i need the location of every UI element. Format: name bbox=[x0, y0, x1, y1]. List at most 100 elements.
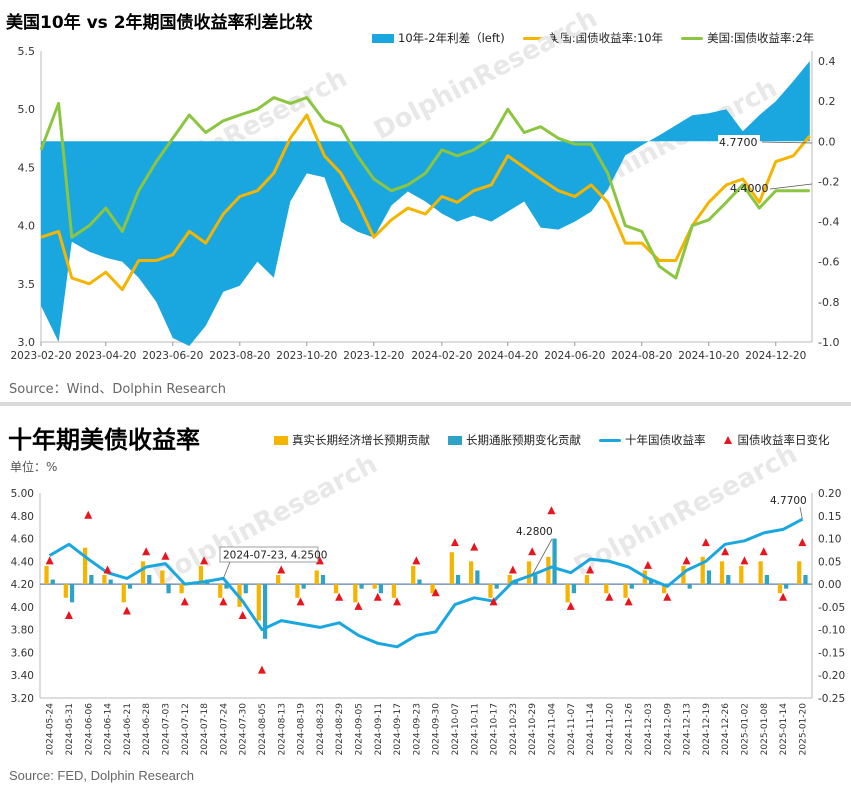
daily-change-marker bbox=[393, 597, 402, 606]
x-tick-label: 2024-11-14 bbox=[586, 703, 596, 756]
right-tick-label: 0.2 bbox=[818, 95, 836, 108]
real-growth-bar bbox=[623, 584, 628, 598]
real-growth-bar bbox=[391, 584, 397, 598]
x-tick-label: 2024-05-24 bbox=[46, 703, 56, 756]
legend-label-inflation: 长期通胀预期变化贡献 bbox=[466, 433, 581, 447]
real-growth-bar bbox=[507, 575, 512, 585]
x-tick-label: 2024-04-20 bbox=[477, 350, 538, 362]
legend-real-growth: 真实长期经济增长预期贡献 bbox=[274, 432, 430, 448]
x-tick-label: 2024-09-05 bbox=[354, 703, 364, 755]
daily-change-marker bbox=[103, 565, 112, 574]
daily-change-marker bbox=[277, 565, 286, 574]
annotation-2y-last: 4.4000 bbox=[730, 182, 769, 195]
real-growth-bar bbox=[681, 565, 686, 585]
daily-change-marker bbox=[721, 547, 730, 556]
legend-swatch-spread bbox=[372, 33, 394, 43]
spread-chart-svg: DolphinResearch DolphinResearchDolphinRes… bbox=[10, 3, 839, 362]
yield-10y-line bbox=[40, 113, 811, 292]
daily-change-marker bbox=[219, 597, 228, 606]
real-growth-bar bbox=[333, 584, 339, 594]
daily-change-marker bbox=[296, 597, 305, 606]
real-growth-bar bbox=[739, 565, 744, 585]
real-growth-bar bbox=[719, 561, 725, 585]
legend-daily-change: 国债收益率日变化 bbox=[723, 432, 830, 448]
spread-chart-panel: 美国10年 vs 2年期国债收益率利差比较 10年-2年利差（left) 美国:… bbox=[0, 0, 851, 402]
left-tick-label: 4.5 bbox=[18, 161, 36, 174]
inflation-bar bbox=[224, 584, 229, 589]
daily-change-marker bbox=[701, 538, 710, 547]
x-tick-label: 2025-01-08 bbox=[760, 703, 770, 756]
right-tick-label: -0.4 bbox=[818, 216, 839, 229]
real-growth-bar bbox=[256, 584, 261, 621]
x-tick-label: 2024-09-30 bbox=[432, 703, 442, 756]
right-tick-label: 0.20 bbox=[818, 488, 841, 500]
daily-change-marker bbox=[663, 592, 672, 601]
inflation-bar bbox=[475, 570, 480, 585]
x-tick-label: 2024-12-20 bbox=[745, 350, 806, 362]
inflation-bar bbox=[764, 575, 769, 585]
x-tick-label: 2023-04-20 bbox=[75, 350, 136, 362]
legend-label-real-growth: 真实长期经济增长预期贡献 bbox=[292, 433, 430, 447]
left-tick-label: 4.00 bbox=[11, 602, 34, 614]
x-tick-label: 2024-11-07 bbox=[567, 703, 577, 755]
daily-change-marker bbox=[335, 592, 344, 601]
x-tick-label: 2024-08-05 bbox=[258, 703, 268, 755]
x-tick-label: 2024-06-28 bbox=[142, 703, 152, 756]
x-tick-label: 2024-06-20 bbox=[544, 350, 605, 362]
right-tick-label: -0.10 bbox=[818, 625, 845, 637]
daily-change-marker bbox=[489, 597, 498, 606]
x-tick-label: 2023-02-20 bbox=[10, 350, 71, 362]
annotation-10y-last: 4.7700 bbox=[719, 136, 758, 149]
real-growth-bar bbox=[700, 556, 705, 585]
x-tick-label: 2024-10-11 bbox=[470, 703, 480, 755]
left-tick-label: 3.20 bbox=[11, 693, 34, 705]
right-tick-label: 0.4 bbox=[818, 55, 836, 68]
daily-change-marker bbox=[373, 592, 382, 601]
x-tick-label: 2024-06-21 bbox=[123, 703, 133, 755]
yield-decomposition-panel: 十年期美债收益率 真实长期经济增长预期贡献 长期通胀预期变化贡献 十年国债收益率… bbox=[0, 406, 851, 785]
right-tick-label: 0.00 bbox=[818, 579, 841, 591]
inflation-bar bbox=[166, 584, 171, 594]
right-tick-label: -0.15 bbox=[818, 647, 845, 659]
real-growth-bar bbox=[314, 570, 319, 585]
annotation-jul23: 2024-07-23, 4.2500 bbox=[223, 550, 327, 562]
x-tick-label: 2023-10-20 bbox=[276, 350, 337, 362]
real-growth-bar bbox=[160, 570, 165, 585]
annotation-4-77: 4.7700 bbox=[770, 495, 807, 507]
x-tick-label: 2024-12-26 bbox=[721, 703, 731, 756]
real-growth-bar bbox=[276, 575, 281, 585]
left-tick-label: 5.0 bbox=[18, 103, 36, 116]
inflation-bar bbox=[50, 579, 55, 585]
inflation-bar bbox=[417, 579, 422, 585]
daily-change-marker bbox=[412, 556, 421, 565]
daily-change-marker bbox=[450, 538, 459, 547]
legend-swatch-2y bbox=[681, 36, 704, 40]
real-growth-bar bbox=[797, 561, 802, 585]
real-growth-bar bbox=[449, 552, 454, 585]
real-growth-bar bbox=[546, 556, 551, 585]
x-tick-label: 2024-09-23 bbox=[412, 703, 422, 755]
left-tick-label: 5.00 bbox=[11, 488, 34, 500]
x-tick-label: 2024-05-31 bbox=[65, 703, 75, 755]
annotation-leader bbox=[761, 141, 813, 144]
inflation-bar bbox=[706, 570, 712, 585]
x-tick-label: 2024-02-20 bbox=[411, 350, 472, 362]
inflation-bar bbox=[687, 584, 692, 589]
real-growth-bar bbox=[526, 561, 532, 585]
inflation-bar bbox=[784, 584, 789, 589]
annotation-leader bbox=[769, 183, 813, 190]
left-tick-label: 3.0 bbox=[18, 336, 36, 349]
x-tick-label: 2023-06-20 bbox=[142, 350, 203, 362]
daily-change-marker bbox=[431, 588, 440, 597]
left-tick-label: 5.5 bbox=[18, 45, 36, 58]
spread-area bbox=[41, 61, 810, 346]
real-growth-bar bbox=[102, 575, 107, 585]
real-growth-bar bbox=[198, 565, 204, 585]
left-tick-label: 3.80 bbox=[11, 625, 34, 637]
daily-change-marker bbox=[84, 510, 93, 519]
x-tick-label: 2024-12-09 bbox=[663, 703, 673, 756]
annotation-leader bbox=[531, 538, 553, 576]
yield-chart-source: Source: FED, Dolphin Research bbox=[9, 768, 194, 783]
annotation-box bbox=[219, 546, 319, 563]
right-tick-label: 0.15 bbox=[818, 511, 841, 523]
